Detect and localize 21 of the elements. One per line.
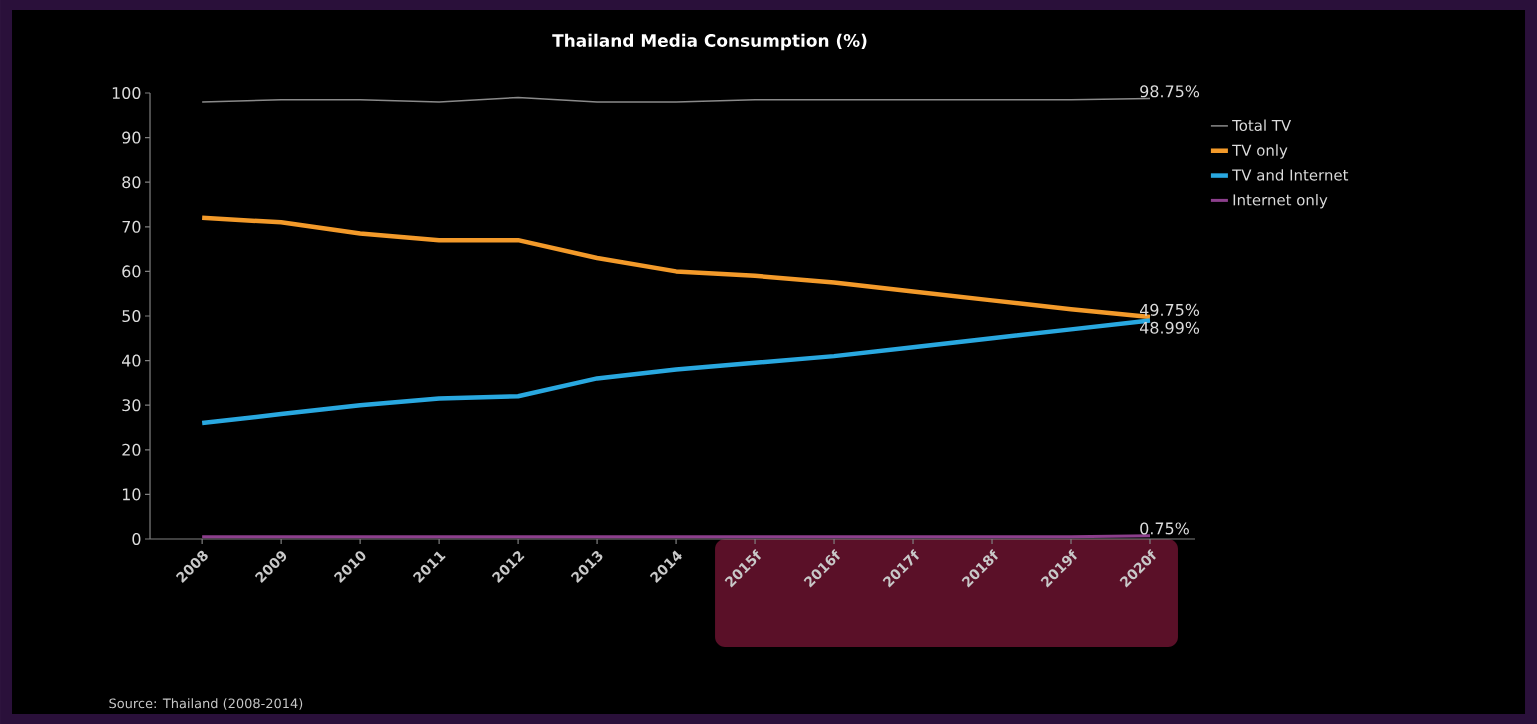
data-label: 98.75% bbox=[1140, 85, 1200, 98]
y-tick-label: 0 bbox=[132, 532, 141, 546]
y-tick-label: 20 bbox=[122, 443, 141, 456]
data-label: 48.99% bbox=[1139, 321, 1200, 334]
legend-label: TV and Internet bbox=[1232, 169, 1349, 181]
legend-label: TV only bbox=[1232, 144, 1288, 159]
y-tick-label: 40 bbox=[121, 354, 141, 367]
y-tick-label: 80 bbox=[122, 176, 141, 189]
data-label: 0.75% bbox=[1140, 522, 1189, 535]
source-note: Source: Thailand (2008-2014) bbox=[109, 698, 303, 710]
y-tick-label: 10 bbox=[122, 488, 141, 501]
legend-label: Internet only bbox=[1233, 193, 1328, 209]
y-tick-label: 30 bbox=[122, 399, 141, 412]
y-tick-label: 100 bbox=[112, 86, 141, 99]
legend-label: Total TV bbox=[1232, 119, 1292, 132]
chart-title: Thailand Media Consumption (%) bbox=[552, 33, 867, 51]
data-label: 49.75% bbox=[1139, 303, 1200, 316]
y-tick-label: 70 bbox=[122, 220, 141, 233]
y-tick-label: 90 bbox=[122, 131, 141, 144]
y-tick-label: 60 bbox=[122, 265, 141, 278]
y-tick-label: 50 bbox=[122, 309, 141, 322]
